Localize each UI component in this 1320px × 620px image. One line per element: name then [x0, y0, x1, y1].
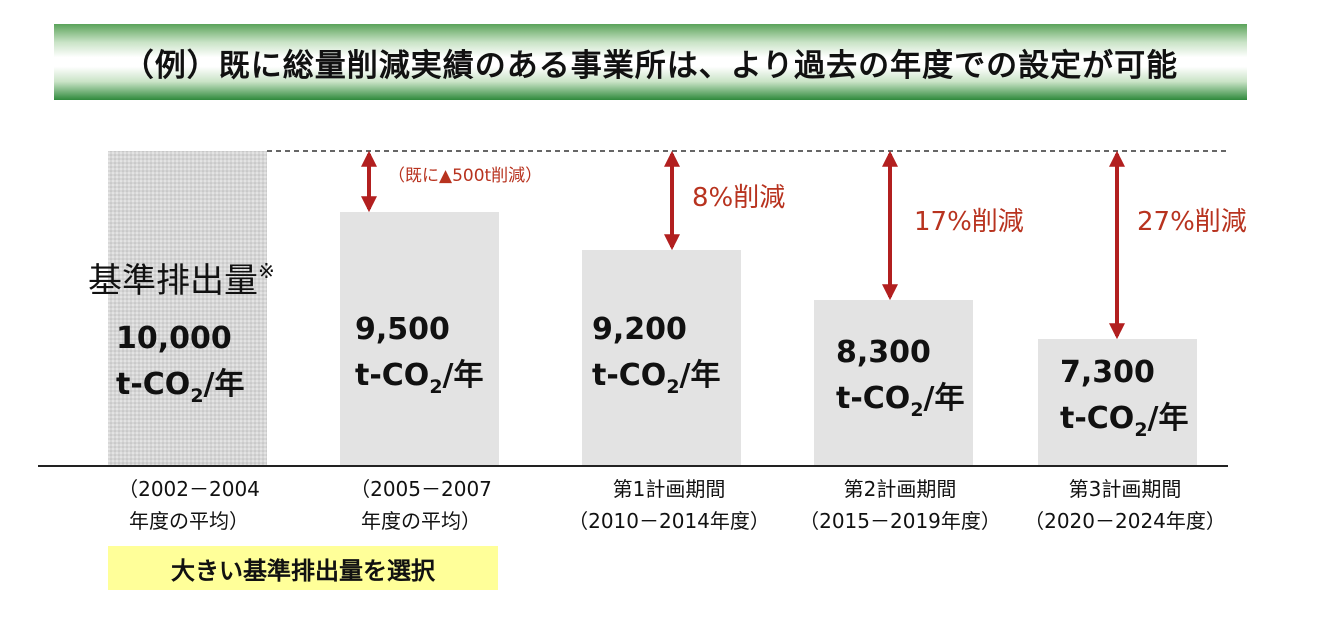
unit-label-2: t-CO2/年: [592, 358, 721, 398]
reduction-label-1: （既に▲500t削減）: [388, 166, 542, 186]
reduction-label-3: 17%削減: [914, 207, 1024, 237]
value-label-3: 8,300: [836, 335, 931, 370]
unit-label-4: t-CO2/年: [1060, 401, 1189, 441]
unit-label-1: t-CO2/年: [355, 358, 484, 398]
bar-0: [108, 151, 267, 466]
unit-label-3: t-CO2/年: [836, 381, 965, 421]
category-label-1-line-1: （2005－2007: [350, 477, 492, 501]
category-label-3-line-2: （2015－2019年度）: [799, 509, 1001, 533]
baseline-label: 基準排出量※: [88, 259, 275, 301]
category-label-3-line-1: 第2計画期間: [844, 477, 957, 501]
title-banner: （例）既に総量削減実績のある事業所は、より過去の年度での設定が可能: [54, 24, 1247, 100]
reduction-label-4: 27%削減: [1137, 207, 1247, 237]
page-title: （例）既に総量削減実績のある事業所は、より過去の年度での設定が可能: [122, 47, 1179, 84]
bar-3: [814, 300, 973, 466]
unit-label-0: t-CO2/年: [116, 367, 245, 407]
bar-1: [340, 212, 499, 466]
value-label-4: 7,300: [1060, 355, 1155, 390]
value-label-0: 10,000: [116, 321, 232, 356]
category-label-4-line-1: 第3計画期間: [1069, 477, 1182, 501]
bar-2: [582, 250, 741, 466]
category-label-2-line-1: 第1計画期間: [613, 477, 726, 501]
value-label-2: 9,200: [592, 312, 687, 347]
category-label-0-line-2: 年度の平均）: [129, 509, 249, 533]
category-label-1-line-2: 年度の平均）: [361, 509, 481, 533]
category-label-4-line-2: （2020－2024年度）: [1024, 509, 1226, 533]
category-label-2-line-2: （2010－2014年度）: [568, 509, 770, 533]
value-label-1: 9,500: [355, 312, 450, 347]
bar-4: [1038, 339, 1197, 466]
category-label-0-line-1: （2002－2004: [118, 477, 260, 501]
reduction-label-2: 8%削減: [692, 183, 785, 213]
selection-note: 大きい基準排出量を選択: [108, 546, 498, 590]
